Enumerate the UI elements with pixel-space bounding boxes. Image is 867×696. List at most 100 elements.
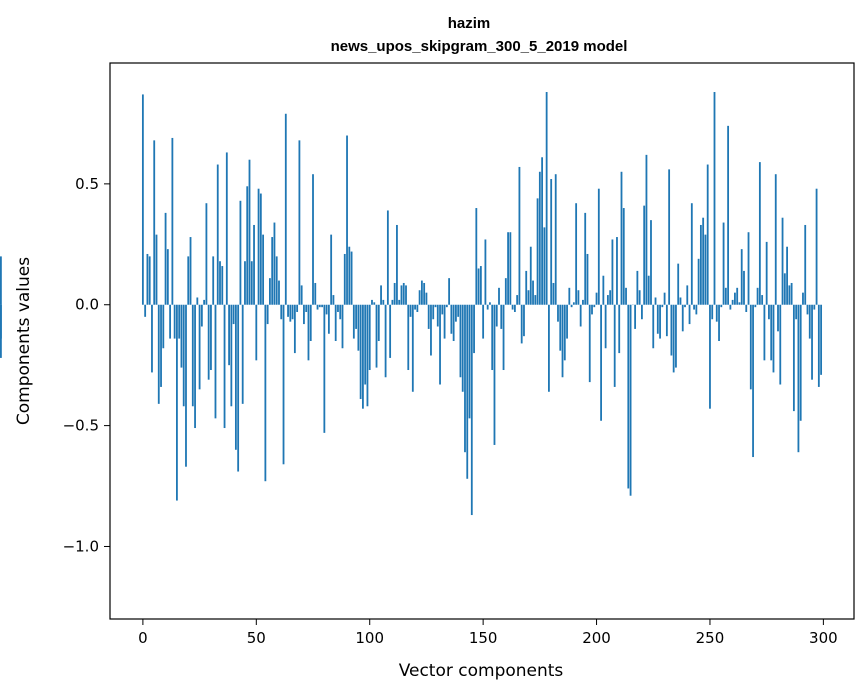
bar bbox=[289, 304, 292, 322]
bar bbox=[330, 234, 333, 305]
bar bbox=[663, 292, 666, 305]
bar bbox=[749, 304, 752, 390]
x-tick-label: 200 bbox=[582, 629, 611, 647]
bar bbox=[164, 212, 167, 305]
bar bbox=[790, 282, 793, 305]
bar bbox=[609, 290, 612, 305]
bar bbox=[520, 304, 523, 344]
bar bbox=[588, 304, 591, 383]
bar bbox=[586, 253, 589, 305]
bar bbox=[380, 285, 382, 305]
bar bbox=[675, 304, 677, 368]
bar bbox=[534, 295, 537, 305]
bar bbox=[244, 261, 246, 305]
bar bbox=[151, 304, 153, 373]
x-tick-label: 100 bbox=[355, 629, 384, 647]
bar bbox=[273, 222, 276, 305]
bar bbox=[804, 224, 807, 305]
bar bbox=[223, 304, 226, 429]
bar bbox=[763, 304, 766, 361]
bar bbox=[795, 304, 798, 320]
bar bbox=[523, 304, 525, 337]
bar bbox=[296, 304, 299, 312]
bar bbox=[366, 304, 369, 407]
bar bbox=[461, 304, 464, 392]
bar bbox=[368, 304, 371, 371]
bar bbox=[806, 304, 809, 315]
bar bbox=[312, 174, 314, 305]
bar bbox=[470, 304, 473, 516]
x-axis-label: Vector components bbox=[399, 661, 564, 681]
bar bbox=[645, 154, 648, 305]
bar bbox=[253, 224, 255, 305]
bar bbox=[693, 304, 695, 310]
y-tick-label: 0.5 bbox=[75, 175, 99, 193]
bar bbox=[575, 203, 578, 305]
bar bbox=[185, 304, 187, 467]
bar bbox=[359, 304, 362, 400]
bar bbox=[711, 304, 714, 320]
bar bbox=[450, 304, 453, 334]
bar bbox=[613, 304, 616, 387]
y-axis: −1.0 −0.5 0.0 0.5 bbox=[63, 175, 110, 555]
bar bbox=[271, 237, 274, 305]
bar bbox=[808, 304, 811, 339]
bar bbox=[738, 302, 741, 305]
bar bbox=[495, 304, 498, 327]
bar bbox=[727, 125, 730, 305]
bar bbox=[541, 157, 544, 305]
bar bbox=[670, 304, 673, 356]
bar bbox=[606, 295, 609, 305]
bar bbox=[699, 224, 702, 305]
bar bbox=[0, 304, 2, 339]
bar bbox=[656, 304, 659, 334]
bar bbox=[255, 304, 258, 361]
bar bbox=[486, 304, 489, 310]
bar bbox=[232, 304, 235, 325]
bar bbox=[396, 224, 398, 305]
bar bbox=[545, 92, 548, 305]
bar bbox=[266, 304, 269, 325]
bar bbox=[697, 258, 700, 305]
bar bbox=[484, 239, 487, 305]
bar bbox=[604, 304, 607, 349]
bar bbox=[241, 304, 244, 404]
bar bbox=[554, 174, 557, 305]
bar bbox=[672, 304, 675, 373]
bar bbox=[405, 285, 407, 305]
bar bbox=[459, 304, 462, 378]
bar bbox=[482, 304, 485, 339]
bar bbox=[668, 169, 671, 305]
bar bbox=[382, 299, 385, 305]
bar bbox=[339, 304, 342, 320]
bar bbox=[702, 217, 705, 305]
bar bbox=[593, 304, 596, 308]
bar bbox=[407, 304, 410, 371]
bar bbox=[543, 227, 546, 305]
bar bbox=[718, 304, 720, 341]
bar bbox=[303, 304, 305, 325]
bar bbox=[788, 285, 791, 305]
x-tick-label: 300 bbox=[809, 629, 838, 647]
bar bbox=[389, 304, 392, 358]
bar bbox=[475, 208, 478, 305]
bar bbox=[817, 304, 820, 387]
bar bbox=[464, 304, 466, 453]
bar bbox=[259, 193, 262, 305]
bar bbox=[282, 304, 285, 465]
bar bbox=[298, 140, 301, 305]
bar bbox=[516, 295, 519, 305]
bar bbox=[731, 299, 734, 305]
bar bbox=[659, 304, 661, 339]
bar bbox=[377, 304, 380, 341]
bar bbox=[559, 304, 562, 351]
bar bbox=[661, 304, 664, 308]
bar bbox=[566, 304, 568, 339]
bar bbox=[665, 304, 668, 337]
bar bbox=[194, 304, 196, 429]
bar bbox=[815, 188, 818, 305]
bar bbox=[309, 304, 312, 341]
bar bbox=[189, 237, 192, 305]
bar bbox=[384, 304, 387, 378]
bar bbox=[327, 304, 330, 334]
